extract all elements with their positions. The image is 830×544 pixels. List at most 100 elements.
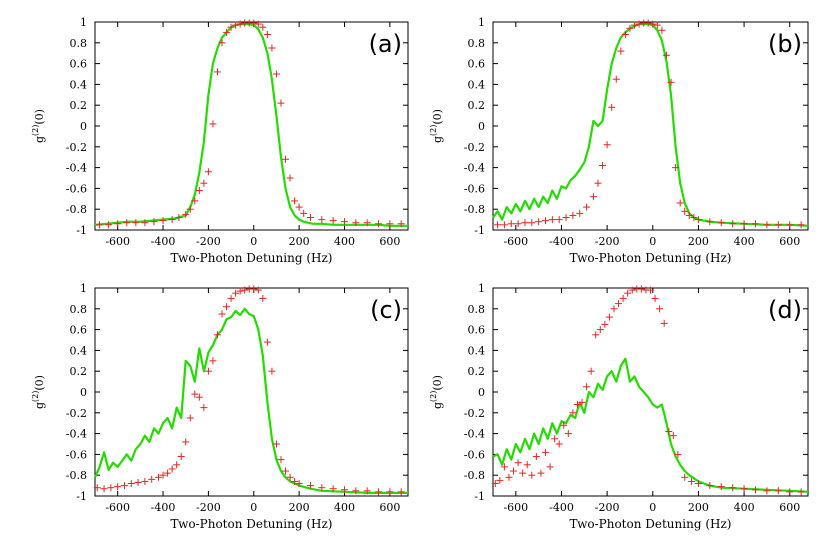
data-point — [295, 203, 303, 211]
x-tick-label: -400 — [549, 501, 574, 514]
data-point — [318, 216, 326, 224]
data-point — [610, 305, 618, 313]
data-point — [717, 219, 725, 227]
y-tick-label: -0.2 — [464, 407, 485, 420]
y-tick-label: 0.4 — [70, 344, 88, 357]
y-axis-label-main: g — [431, 136, 444, 143]
data-point — [397, 220, 405, 228]
data-point — [236, 20, 244, 28]
data-point — [576, 209, 584, 217]
data-point — [352, 219, 360, 227]
data-point — [286, 473, 294, 481]
data-point — [797, 221, 805, 229]
data-point — [555, 440, 563, 448]
data-point — [168, 465, 176, 473]
data-point — [560, 421, 568, 429]
data-point — [637, 285, 645, 293]
data-point — [660, 319, 668, 327]
data-point — [688, 477, 696, 485]
data-point — [263, 30, 271, 38]
y-tick-label: 0 — [478, 120, 485, 133]
data-point — [223, 303, 231, 311]
plot-frame — [94, 21, 409, 231]
y-tick-label: 0.6 — [468, 324, 486, 337]
data-point — [209, 120, 217, 128]
x-axis-label: Two-Photon Detuning (Hz) — [171, 251, 333, 265]
plot-frame — [94, 287, 409, 497]
y-tick-label: -0.2 — [66, 141, 87, 154]
data-point — [651, 294, 659, 302]
data-point — [649, 20, 657, 28]
y-tick-label: 0.4 — [468, 78, 486, 91]
y-tick-label: -1 — [76, 224, 87, 237]
data-point — [601, 320, 609, 328]
x-tick-label: -200 — [196, 235, 221, 248]
data-point — [491, 480, 499, 488]
data-point — [628, 286, 636, 294]
data-point — [173, 461, 181, 469]
data-point — [548, 216, 556, 224]
data-point — [752, 486, 759, 494]
data-point — [159, 217, 167, 225]
data-point — [635, 20, 643, 28]
y-tick-label: -0.6 — [66, 448, 87, 461]
data-point — [542, 448, 549, 456]
data-point — [177, 452, 185, 460]
y-tick-label: -0.4 — [66, 162, 87, 175]
data-point — [100, 485, 108, 493]
x-tick-label: 600 — [779, 235, 800, 248]
series-line — [94, 23, 408, 227]
panel-c: -600 -400 -200 0 200 400 600 -1 -0.8 -0.6 -0.4 -0.2… — [31, 282, 409, 531]
data-point — [127, 480, 135, 488]
data-point — [259, 23, 267, 31]
data-point — [352, 487, 360, 495]
data-point — [510, 467, 518, 475]
series-line — [492, 357, 809, 493]
data-point — [182, 210, 190, 218]
data-point — [282, 155, 290, 163]
x-tick-label: 600 — [379, 501, 400, 514]
data-point — [218, 310, 226, 318]
y-tick-label: 0.8 — [468, 303, 486, 316]
data-point — [272, 70, 280, 78]
data-point — [259, 294, 267, 302]
y-tick-label: 0.4 — [70, 78, 88, 91]
y-axis-label-main: g — [431, 402, 444, 409]
data-point — [191, 197, 199, 205]
data-point — [740, 220, 748, 228]
data-point — [186, 414, 194, 422]
y-tick-label: -0.8 — [464, 469, 485, 482]
data-point — [386, 488, 394, 496]
data-point — [209, 357, 217, 365]
data-point — [551, 435, 559, 443]
data-point — [236, 287, 244, 295]
data-point — [763, 221, 771, 229]
x-tick-label: 400 — [734, 501, 755, 514]
y-tick-label: -0.8 — [66, 203, 87, 216]
data-point — [537, 469, 545, 477]
series-line — [492, 23, 809, 227]
data-point — [763, 487, 771, 495]
x-tick-label: 400 — [334, 501, 355, 514]
x-axis-label: Two-Photon Detuning (Hz) — [570, 517, 732, 531]
data-point — [286, 174, 294, 182]
y-axis-label-tail: (0) — [33, 109, 46, 125]
data-point — [578, 398, 586, 406]
data-point — [694, 216, 702, 224]
data-point — [619, 294, 627, 302]
data-point — [232, 289, 240, 297]
data-point — [263, 338, 271, 346]
y-tick-label: -0.4 — [464, 162, 485, 175]
x-tick-label: 0 — [649, 501, 656, 514]
data-point — [569, 211, 577, 219]
data-point — [562, 214, 570, 222]
data-point — [250, 19, 258, 27]
y-tick-label: -1 — [474, 490, 485, 503]
y-tick-label: -0.6 — [464, 182, 485, 195]
data-point — [740, 485, 748, 493]
data-point — [797, 488, 805, 496]
data-point — [500, 221, 508, 229]
data-point — [232, 21, 240, 29]
data-point — [107, 484, 115, 492]
